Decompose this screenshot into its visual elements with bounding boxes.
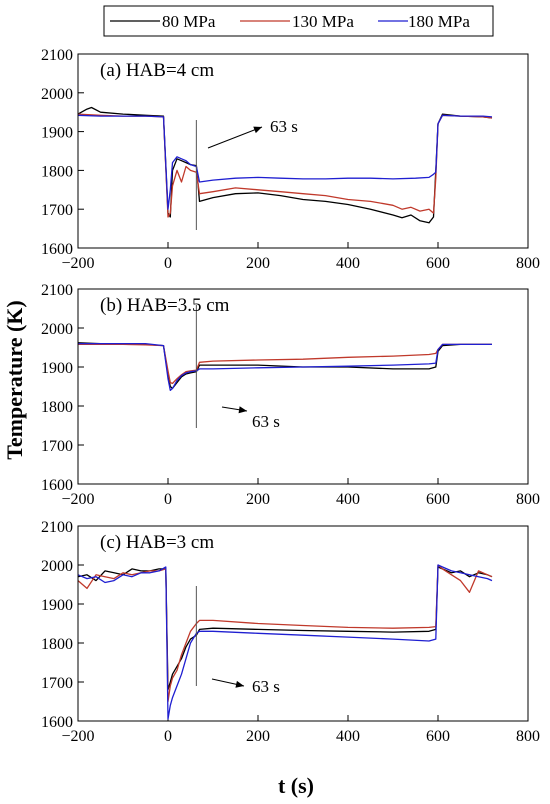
y-tick-label-b-1900: 1900 [41,360,73,377]
y-tick-label-b-2000: 2000 [41,321,73,338]
series-line-c-1 [77,564,493,703]
y-tick-label-c-1900: 1900 [41,597,73,614]
y-tick-label-b-1800: 1800 [41,399,73,416]
y-tick-label-b-1600: 1600 [41,477,73,494]
x-tick-label-b-400: 400 [336,491,360,508]
annotation-label-b: 63 s [252,412,280,431]
legend-label-80: 80 MPa [162,12,216,31]
x-tick-label-a-400: 400 [336,255,360,272]
panel-title-a: (a) HAB=4 cm [100,60,214,81]
y-tick-label-c-2000: 2000 [41,558,73,575]
annotation-arrowhead-c [235,680,244,688]
annotation-arrow-a [207,126,263,149]
y-tick-label-a-1600: 1600 [41,241,73,258]
series-line-b-0 [77,342,492,390]
x-tick-label-b-200: 200 [246,491,270,508]
panel-b: 1600 1700 1800 1900 2000 2100 −200 0 200 400 600 80… [41,282,540,508]
y-tick-label-b-2100: 2100 [41,282,73,299]
x-tick-label-a-600: 600 [426,255,450,272]
x-axis-label: t (s) [278,773,314,798]
x-tick-label-c-800: 800 [516,728,540,745]
series-line-c-2 [77,564,493,720]
plot-frame-a [77,53,529,249]
x-tick-label-b-600: 600 [426,491,450,508]
series-line-a-2 [77,114,493,210]
x-tick-label-c-400: 400 [336,728,360,745]
x-tick-label-c-600: 600 [426,728,450,745]
x-tick-label-a-0: 0 [164,255,172,272]
x-tick-label-a-800: 800 [516,255,540,272]
series-line-a-1 [77,113,493,218]
y-axis-label: Temperature (K) [2,300,27,459]
legend: 80 MPa 130 MPa 180 MPa [103,5,494,37]
y-tick-label-c-1600: 1600 [41,714,73,731]
plot-frame-c [77,525,529,722]
y-tick-label-a-2000: 2000 [41,86,73,103]
panel-title-b: (b) HAB=3.5 cm [100,295,230,316]
series-line-b-2 [78,342,492,392]
legend-label-130: 130 MPa [292,12,354,31]
annotation-label-a: 63 s [270,117,298,136]
y-tick-label-a-1900: 1900 [41,125,73,142]
panel-title-c: (c) HAB=3 cm [100,532,214,553]
panel-c: 1600 1700 1800 1900 2000 2100 −200 0 200 400 600 80… [41,519,540,745]
x-tick-label-b--200: −200 [61,491,94,508]
y-tick-label-a-2100: 2100 [41,47,73,64]
y-tick-label-c-1700: 1700 [41,675,73,692]
annotation-label-c: 63 s [252,677,280,696]
y-tick-label-a-1800: 1800 [41,163,73,180]
x-tick-label-b-0: 0 [164,491,172,508]
x-tick-label-c-200: 200 [246,728,270,745]
y-tick-label-c-1800: 1800 [41,636,73,653]
y-tick-label-c-2100: 2100 [41,519,73,536]
x-tick-label-c-0: 0 [164,728,172,745]
annotation-arrowhead-b [238,406,247,414]
legend-label-180: 180 MPa [408,12,470,31]
series-line-c-0 [77,566,493,691]
x-tick-label-c--200: −200 [61,728,94,745]
y-tick-label-b-1700: 1700 [41,438,73,455]
legend-box [103,5,494,37]
plot-frame-b [77,288,529,485]
panel-a: 1600 1700 1800 1900 2000 2100 −200 0 200 400 600 80… [41,47,540,272]
x-tick-label-a--200: −200 [61,255,94,272]
y-tick-label-a-1700: 1700 [41,202,73,219]
annotation-arrowhead-a [253,126,262,134]
x-tick-label-a-200: 200 [246,255,270,272]
x-tick-label-b-800: 800 [516,491,540,508]
